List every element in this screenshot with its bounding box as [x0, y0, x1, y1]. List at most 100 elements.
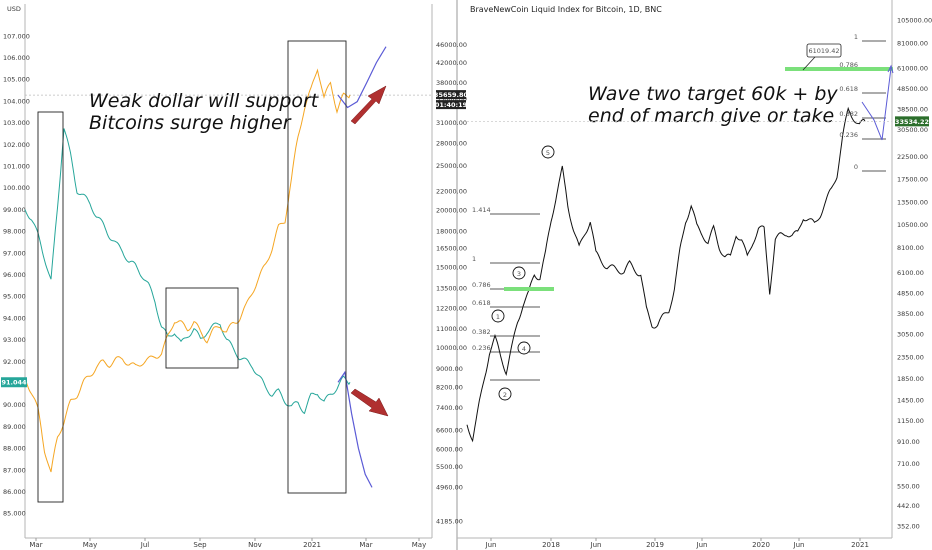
fib-left-label: 1: [472, 255, 476, 263]
currency-label: USD: [7, 5, 21, 13]
fib-left-label: 0.382: [472, 328, 491, 336]
x-tick-label: Mar: [359, 541, 372, 549]
dxy-price-badge: [1, 377, 27, 388]
right-panel-tick-label: 10500.00: [897, 221, 928, 229]
left-tick-label: 99.000: [3, 206, 26, 214]
right-x-tick-label: Jun: [590, 541, 602, 549]
left-tick-label: 88.000: [3, 445, 26, 453]
left-tick-label: 107.000: [3, 32, 30, 40]
left-tick-label: 90.000: [3, 401, 26, 409]
wave-circle: [498, 387, 512, 401]
right-tick-label: 9000.00: [436, 365, 463, 373]
left-annotation-line: Bitcoins surge higher: [89, 112, 292, 134]
fib-right-label: 0.786: [839, 61, 858, 69]
fib-right-label: 0: [854, 163, 858, 171]
right-tick-label: 28000.00: [436, 139, 467, 147]
right-annotation-line: Wave two target 60k + by: [588, 83, 838, 105]
left-tick-label: 102.000: [3, 141, 30, 149]
left-tick-label: 97.000: [3, 249, 26, 257]
right-tick-label: 31000.00: [436, 119, 467, 127]
wave-label: 2: [503, 391, 507, 399]
right-panel-tick-label: 910.00: [897, 438, 920, 446]
right-annotation-line: end of march give or take: [588, 105, 834, 127]
right-x-tick-label: Jun: [696, 541, 708, 549]
wave-label: 1: [496, 313, 500, 321]
right-tick-label: 38000.00: [436, 79, 467, 87]
fib-right-label: 0.382: [839, 110, 858, 118]
right-x-tick-label: 2021: [851, 541, 869, 549]
fib-right-label: 1: [854, 33, 858, 41]
right-tick-label: 22000.00: [436, 187, 467, 195]
x-tick-label: 2021: [303, 541, 321, 549]
left-tick-label: 100.000: [3, 184, 30, 192]
left-tick-label: 106.000: [3, 54, 30, 62]
right-tick-label: 6000.00: [436, 446, 463, 454]
left-tick-label: 101.000: [3, 163, 30, 171]
right-x-tick-label: Jun: [793, 541, 805, 549]
wave-circle: [517, 341, 531, 355]
highlight-box-march: [37, 111, 64, 503]
wave-circle: [491, 309, 505, 323]
fib-left-label: 0.236: [472, 344, 491, 352]
target-callout-pointer: [802, 56, 816, 71]
left-annotation-line: Weak dollar will support: [89, 90, 320, 112]
right-tick-label: 16500.00: [436, 245, 467, 253]
right-panel-tick-label: 2350.00: [897, 354, 924, 362]
left-tick-label: 93.000: [3, 336, 26, 344]
x-tick-label: Mar: [29, 541, 42, 549]
right-panel-tick-label: 38500.00: [897, 105, 928, 113]
wave-label: 4: [522, 345, 526, 353]
btc-price-badge: [436, 90, 466, 100]
right-tick-label: 42000.00: [436, 59, 467, 67]
right-tick-label: 15000.00: [436, 264, 467, 272]
fib-left-label: 0.786: [472, 281, 491, 289]
right-panel-tick-label: 3850.00: [897, 310, 924, 318]
right-panel-tick-label: 105000.00: [897, 16, 932, 24]
left-tick-label: 85.000: [3, 510, 26, 518]
btc-series-line: [24, 68, 351, 473]
right-tick-label: 6600.00: [436, 427, 463, 435]
left-tick-label: 94.000: [3, 314, 26, 322]
fib-left-green-zone: [504, 287, 554, 291]
right-price-badge: [895, 116, 929, 127]
btc-history-line: [466, 106, 866, 443]
fib-right-green-zone: [785, 67, 893, 71]
wave-label: 3: [517, 270, 521, 278]
right-panel-tick-label: 17500.00: [897, 175, 928, 183]
right-panel-tick-label: 6100.00: [897, 269, 924, 277]
btc-wave-projection: [861, 67, 892, 141]
right-panel-tick-label: 13500.00: [897, 198, 928, 206]
x-tick-label: Jul: [140, 541, 150, 549]
target-callout-text: 61019.42: [808, 47, 839, 55]
countdown-badge: [436, 100, 466, 110]
wave-circle: [541, 145, 555, 159]
right-tick-label: 5500.00: [436, 463, 463, 471]
right-tick-label: 11000.00: [436, 325, 467, 333]
right-tick-label: 18000.00: [436, 227, 467, 235]
fib-left-label: 1.414: [472, 206, 491, 214]
right-tick-label: 13500.00: [436, 284, 467, 292]
right-tick-label: 7400.00: [436, 404, 463, 412]
left-tick-label: 103.000: [3, 119, 30, 127]
left-tick-label: 96.000: [3, 271, 26, 279]
right-tick-label: 25000.00: [436, 162, 467, 170]
dxy-series-line: [24, 128, 351, 415]
right-panel-tick-label: 30500.00: [897, 126, 928, 134]
right-panel-tick-label: 710.00: [897, 460, 920, 468]
right-panel-tick-label: 48500.00: [897, 85, 928, 93]
right-tick-label: 4960.00: [436, 484, 463, 492]
highlight-box-2021: [287, 40, 347, 494]
x-tick-label: May: [83, 541, 97, 549]
left-tick-label: 98.000: [3, 228, 26, 236]
wave-label: 5: [546, 149, 550, 157]
fib-right-label: 0.236: [839, 131, 858, 139]
x-tick-label: Sep: [193, 541, 207, 549]
left-tick-label: 89.000: [3, 423, 26, 431]
right-panel-tick-label: 1450.00: [897, 397, 924, 405]
right-tick-label: 4185.00: [436, 517, 463, 525]
right-panel-tick-label: 4850.00: [897, 289, 924, 297]
right-tick-label: 20000.00: [436, 206, 467, 214]
right-x-tick-label: Jun: [485, 541, 497, 549]
left-tick-label: 92.000: [3, 358, 26, 366]
right-chart-title: BraveNewCoin Liquid Index for Bitcoin, 1…: [470, 5, 662, 14]
